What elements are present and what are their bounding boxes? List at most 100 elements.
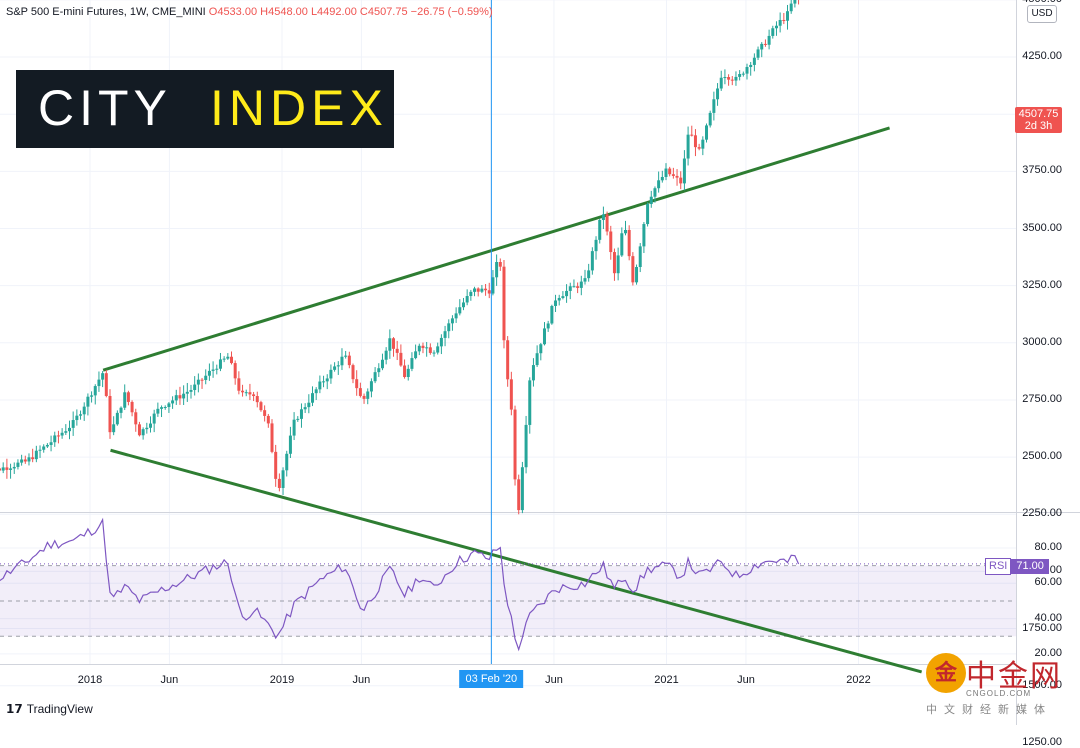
candle-body xyxy=(5,467,9,470)
candle-body xyxy=(248,392,252,395)
time-tick-label: Jun xyxy=(160,674,179,686)
candle-body xyxy=(362,395,366,399)
candle-body xyxy=(450,318,454,324)
candle-body xyxy=(535,353,539,366)
candle-body xyxy=(598,220,602,240)
candle-body xyxy=(60,432,64,436)
candle-body xyxy=(786,11,790,21)
candle-body xyxy=(693,135,697,148)
candle-body xyxy=(763,43,767,45)
candle-body xyxy=(259,402,263,411)
candle-body xyxy=(741,73,745,75)
candle-body xyxy=(782,19,786,21)
currency-button[interactable]: USD xyxy=(1027,5,1057,23)
candle-body xyxy=(34,450,38,460)
candle-body xyxy=(428,347,432,353)
candle-body xyxy=(653,188,657,197)
candle-body xyxy=(64,431,68,433)
candle-body xyxy=(325,378,329,382)
candle-body xyxy=(174,395,178,401)
candle-body xyxy=(314,389,318,394)
candle-body xyxy=(27,457,31,462)
tradingview-brand[interactable]: 𝟭𝟳 TradingView xyxy=(6,702,93,716)
high-value: H4548.00 xyxy=(260,6,308,18)
candle-body xyxy=(395,348,399,353)
price-tick-label: 1500.00 xyxy=(1022,678,1062,691)
candle-body xyxy=(384,350,388,360)
candle-body xyxy=(307,402,311,408)
candle-body xyxy=(178,395,182,399)
candle-body xyxy=(45,444,49,447)
logo-word-city: CITY xyxy=(38,80,172,136)
candle-body xyxy=(12,466,16,469)
candle-body xyxy=(148,423,152,428)
candle-body xyxy=(436,346,440,353)
candle-body xyxy=(752,57,756,65)
candle-body xyxy=(473,288,477,292)
candle-body xyxy=(686,134,690,159)
rsi-tick-label: 40.00 xyxy=(1034,611,1062,624)
crosshair-date-label: 03 Feb '20 xyxy=(459,670,524,688)
candle-body xyxy=(690,134,694,136)
last-price-value: 4507.75 xyxy=(1018,108,1059,120)
candle-body xyxy=(649,196,653,205)
candle-body xyxy=(207,370,211,376)
candle-body xyxy=(561,296,565,298)
candle-body xyxy=(421,345,425,349)
candle-body xyxy=(513,409,517,480)
candle-body xyxy=(351,365,355,380)
candle-body xyxy=(16,462,20,467)
watermark-sub: 中文财经新媒体 xyxy=(926,704,1052,716)
candle-body xyxy=(358,388,362,396)
candle-body xyxy=(366,391,370,399)
rsi-value: 71.00 xyxy=(1011,559,1049,574)
candle-body xyxy=(56,435,60,437)
candle-body xyxy=(403,365,407,378)
candle-body xyxy=(86,396,90,407)
candle-body xyxy=(322,381,326,383)
candle-body xyxy=(509,379,513,410)
candle-body xyxy=(130,401,134,413)
candle-body xyxy=(767,35,771,45)
candle-body xyxy=(244,392,248,394)
candle-body xyxy=(281,470,285,488)
candle-body xyxy=(329,369,333,379)
candle-body xyxy=(730,79,734,81)
candle-body xyxy=(487,290,491,294)
candle-body xyxy=(163,407,167,409)
candle-body xyxy=(303,407,307,410)
candle-body xyxy=(141,429,145,436)
price-tick-label: 3500.00 xyxy=(1022,221,1062,234)
candle-body xyxy=(572,286,576,288)
candle-body xyxy=(196,379,200,385)
candle-body xyxy=(502,266,506,341)
candle-body xyxy=(145,427,149,430)
last-price-label: 4507.75 2d 3h xyxy=(1015,107,1062,133)
candle-body xyxy=(461,302,465,308)
candle-body xyxy=(579,281,583,288)
candle-body xyxy=(745,66,749,74)
candle-body xyxy=(93,386,97,396)
open-value: O4533.00 xyxy=(208,6,258,18)
candle-body xyxy=(119,407,123,413)
candle-body xyxy=(299,409,303,419)
candle-body xyxy=(193,384,197,391)
time-tick-label: 2021 xyxy=(654,674,679,686)
candle-body xyxy=(520,467,524,511)
chart-svg xyxy=(0,0,1080,725)
candle-body xyxy=(38,449,42,451)
rsi-tick-label: 20.00 xyxy=(1034,646,1062,659)
candle-body xyxy=(182,393,186,399)
watermark-cn: 中金网 xyxy=(966,660,1062,693)
candle-body xyxy=(288,435,292,454)
candle-body xyxy=(126,392,130,402)
candle-body xyxy=(233,363,237,379)
candle-body xyxy=(53,435,57,443)
symbol-title: S&P 500 E-mini Futures, 1W, CME_MINI xyxy=(6,6,206,18)
close-value: C4507.75 xyxy=(359,6,408,18)
candle-body xyxy=(123,392,127,408)
candle-body xyxy=(546,323,550,329)
candle-body xyxy=(137,424,141,436)
candle-body xyxy=(270,423,274,452)
candle-body xyxy=(204,375,208,380)
